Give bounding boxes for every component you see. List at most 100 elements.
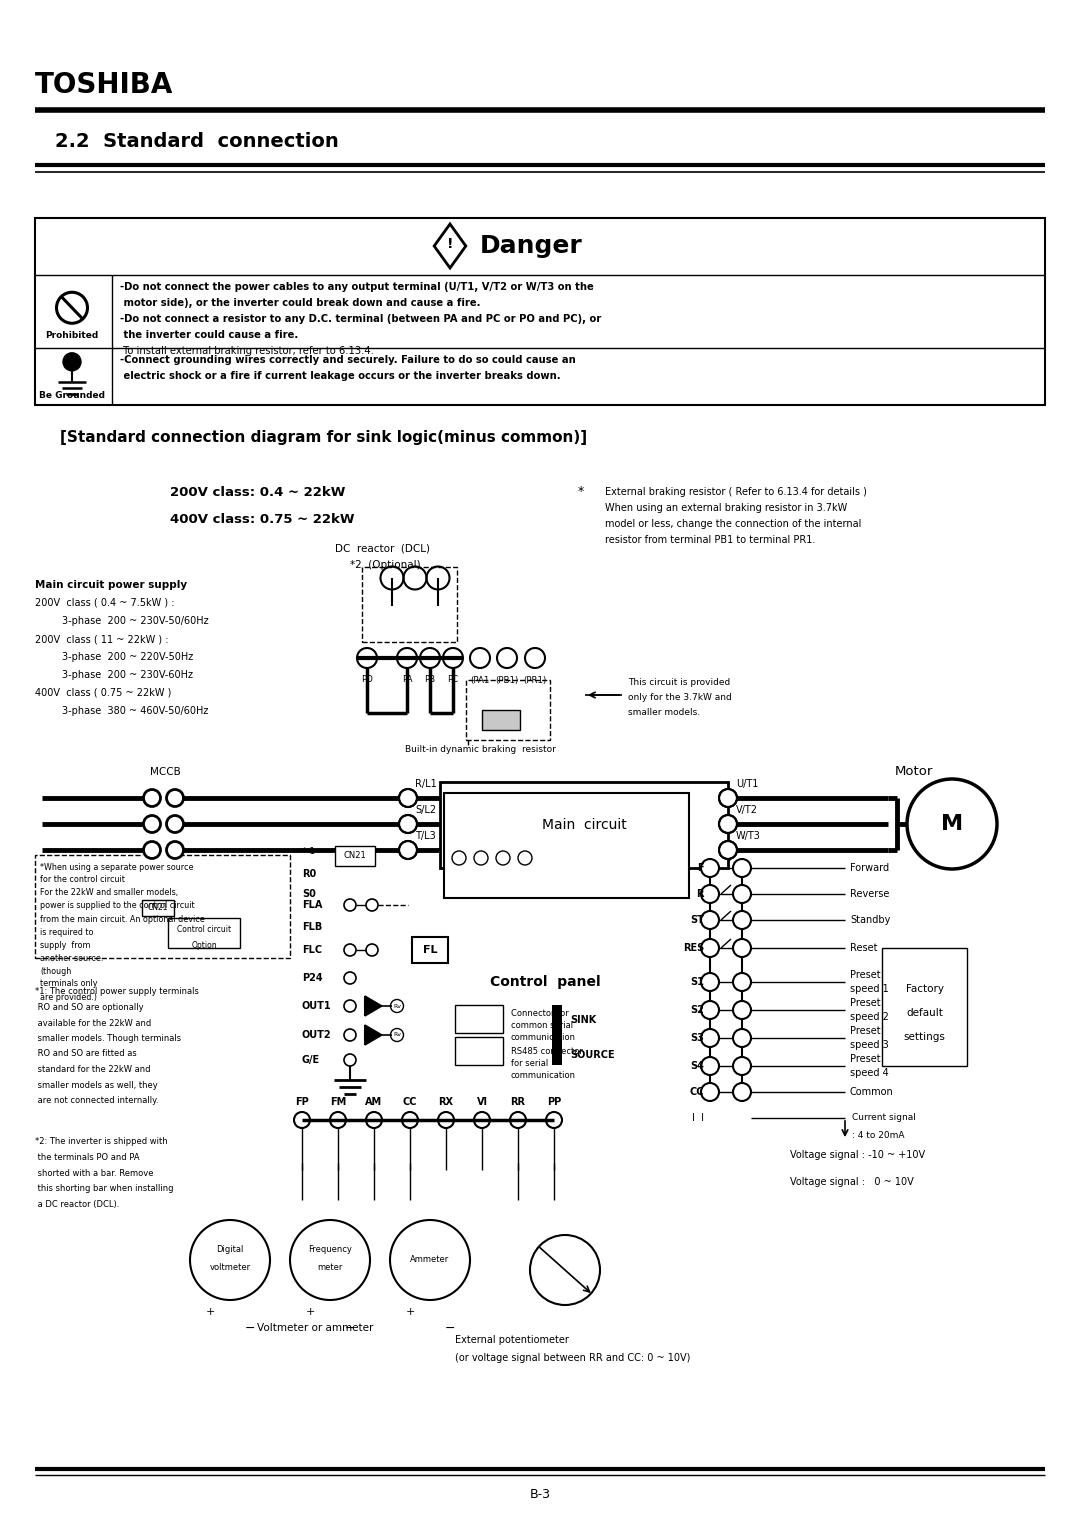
Circle shape <box>701 973 719 991</box>
Text: Voltage signal : -10 ~ +10V: Voltage signal : -10 ~ +10V <box>789 1150 926 1161</box>
Text: Control  panel: Control panel <box>490 976 600 989</box>
Text: CN21: CN21 <box>343 852 366 861</box>
Text: For the 22kW and smaller models,: For the 22kW and smaller models, <box>40 889 178 898</box>
Bar <box>335 846 375 866</box>
Text: VI: VI <box>476 1096 487 1107</box>
Text: electric shock or a fire if current leakage occurs or the inverter breaks down.: electric shock or a fire if current leak… <box>120 371 561 380</box>
Text: available for the 22kW and: available for the 22kW and <box>35 1019 151 1028</box>
Text: Digital: Digital <box>216 1246 244 1255</box>
Text: smaller models.: smaller models. <box>627 709 700 718</box>
Text: Prohibited: Prohibited <box>45 331 98 341</box>
Circle shape <box>733 1029 751 1048</box>
Text: Current signal: Current signal <box>852 1113 916 1122</box>
Text: External braking resistor ( Refer to 6.13.4 for details ): External braking resistor ( Refer to 6.1… <box>605 487 867 496</box>
Text: MCCB: MCCB <box>150 767 180 777</box>
Text: motor side), or the inverter could break down and cause a fire.: motor side), or the inverter could break… <box>120 298 481 308</box>
Text: OUT1: OUT1 <box>302 1002 332 1011</box>
Text: from the main circuit. An optional device: from the main circuit. An optional devic… <box>40 915 205 924</box>
Text: Standby: Standby <box>850 915 890 925</box>
Text: +: + <box>405 1307 415 1316</box>
Circle shape <box>733 973 751 991</box>
Text: Be Grounded: Be Grounded <box>39 391 105 400</box>
Circle shape <box>733 1083 751 1101</box>
Circle shape <box>733 1002 751 1019</box>
Text: another source.: another source. <box>40 953 104 962</box>
Circle shape <box>733 860 751 876</box>
Text: Control circuit: Control circuit <box>177 925 231 935</box>
Text: for serial: for serial <box>511 1058 549 1067</box>
Text: S0: S0 <box>302 889 315 899</box>
Text: communication: communication <box>511 1070 576 1080</box>
Text: *2: The inverter is shipped with: *2: The inverter is shipped with <box>35 1138 167 1147</box>
Polygon shape <box>365 996 382 1015</box>
Circle shape <box>166 841 184 858</box>
Circle shape <box>166 789 184 806</box>
Text: -Do not connect a resistor to any D.C. terminal (between PA and PC or PO and PC): -Do not connect a resistor to any D.C. t… <box>120 315 602 324</box>
Bar <box>444 793 689 898</box>
Text: this shorting bar when installing: this shorting bar when installing <box>35 1183 174 1193</box>
Text: PP: PP <box>546 1096 562 1107</box>
Polygon shape <box>365 1025 382 1044</box>
Text: !: ! <box>447 237 454 250</box>
Circle shape <box>701 912 719 928</box>
Text: -Connect grounding wires correctly and securely. Failure to do so could cause an: -Connect grounding wires correctly and s… <box>120 354 576 365</box>
Text: 2.2  Standard  connection: 2.2 Standard connection <box>55 133 339 151</box>
Text: 400V class: 0.75 ~ 22kW: 400V class: 0.75 ~ 22kW <box>170 513 354 527</box>
Text: 3-phase  200 ~ 230V-50/60Hz: 3-phase 200 ~ 230V-50/60Hz <box>62 615 208 626</box>
Bar <box>35 218 1045 405</box>
Text: AM: AM <box>365 1096 382 1107</box>
Text: is required to: is required to <box>40 927 94 936</box>
Text: the inverter could cause a fire.: the inverter could cause a fire. <box>120 330 298 341</box>
Text: * 1: * 1 <box>302 847 315 857</box>
Text: speed 1: speed 1 <box>850 983 889 994</box>
Bar <box>143 841 174 860</box>
Circle shape <box>701 1002 719 1019</box>
Text: *2  (Optional): *2 (Optional) <box>350 560 420 570</box>
Text: 400V  class ( 0.75 ~ 22kW ): 400V class ( 0.75 ~ 22kW ) <box>35 689 172 698</box>
Text: Preset: Preset <box>850 999 880 1008</box>
Text: (or voltage signal between RR and CC: 0 ~ 10V): (or voltage signal between RR and CC: 0 … <box>455 1353 690 1364</box>
Text: ST: ST <box>690 915 704 925</box>
Bar <box>399 841 417 860</box>
Text: Option: Option <box>191 941 217 950</box>
Bar <box>719 789 737 806</box>
Text: RS485 connector: RS485 connector <box>511 1046 583 1055</box>
Text: V/T2: V/T2 <box>735 805 758 815</box>
Bar <box>453 802 497 831</box>
Text: G/E: G/E <box>302 1055 320 1064</box>
Bar <box>719 815 737 834</box>
Text: voltmeter: voltmeter <box>210 1263 251 1272</box>
Text: for the control circuit: for the control circuit <box>40 875 125 884</box>
Text: S1: S1 <box>690 977 704 986</box>
Text: B-3: B-3 <box>529 1489 551 1501</box>
Text: common serial: common serial <box>511 1020 573 1029</box>
Circle shape <box>733 886 751 902</box>
Text: Frequency: Frequency <box>308 1246 352 1255</box>
Text: only for the 3.7kW and: only for the 3.7kW and <box>627 693 732 702</box>
Circle shape <box>701 860 719 876</box>
Text: smaller models as well, they: smaller models as well, they <box>35 1081 158 1089</box>
Text: smaller models. Though terminals: smaller models. Though terminals <box>35 1034 181 1043</box>
Bar <box>482 710 519 730</box>
Text: settings: settings <box>904 1032 945 1041</box>
Text: Reset: Reset <box>850 944 877 953</box>
Text: communication: communication <box>511 1032 576 1041</box>
Circle shape <box>701 1083 719 1101</box>
Text: shorted with a bar. Remove: shorted with a bar. Remove <box>35 1168 153 1177</box>
Text: M: M <box>941 814 963 834</box>
Text: model or less, change the connection of the internal: model or less, change the connection of … <box>605 519 862 528</box>
Text: 200V class: 0.4 ~ 22kW: 200V class: 0.4 ~ 22kW <box>170 486 346 498</box>
Text: RR: RR <box>511 1096 526 1107</box>
Text: *1: The control power supply terminals: *1: The control power supply terminals <box>35 988 199 997</box>
Text: To install external braking resistor, refer to 6.13.4.: To install external braking resistor, re… <box>120 347 374 356</box>
Bar <box>882 948 967 1066</box>
Text: speed 4: speed 4 <box>850 1067 889 1078</box>
Text: RO and SO are optionally: RO and SO are optionally <box>35 1003 144 1012</box>
Text: Rv: Rv <box>393 1003 401 1008</box>
Bar <box>719 841 737 860</box>
Text: (PB1): (PB1) <box>496 675 518 684</box>
Text: R0: R0 <box>302 869 316 880</box>
Text: R/L1: R/L1 <box>415 779 436 789</box>
Text: (PR1): (PR1) <box>524 675 546 684</box>
Text: RES: RES <box>683 944 704 953</box>
